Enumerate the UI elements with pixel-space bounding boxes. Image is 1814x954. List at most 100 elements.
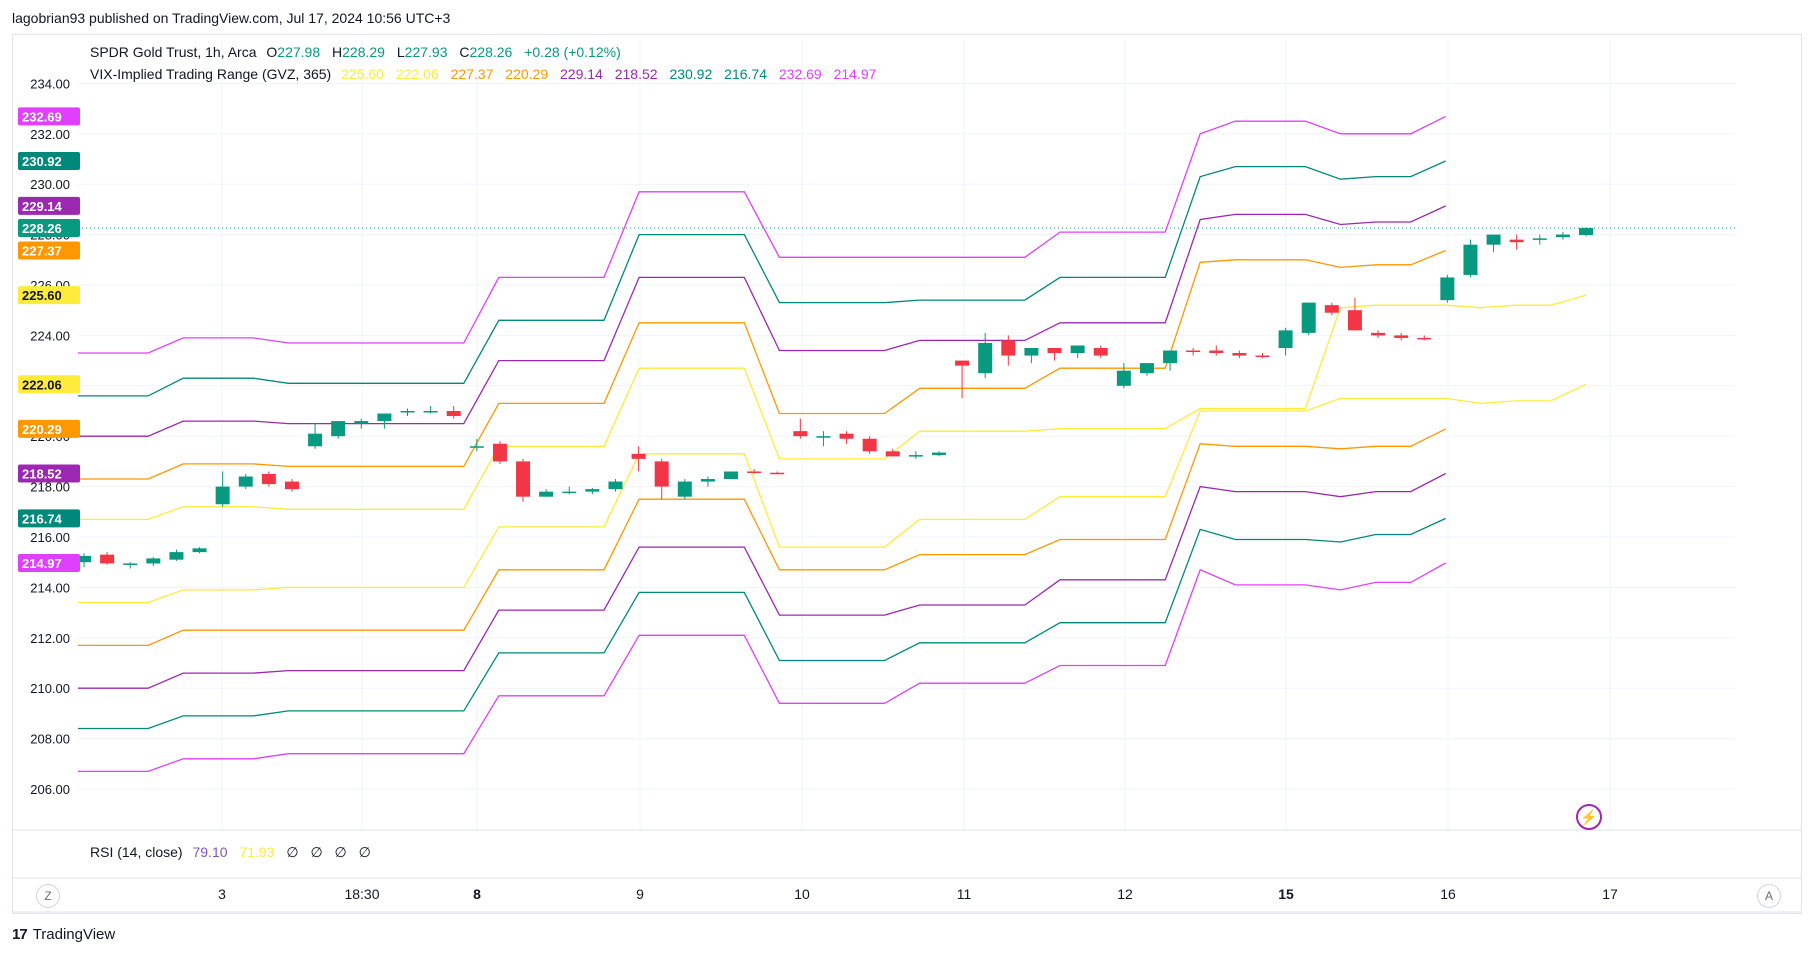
ind-value: 222.06	[395, 66, 439, 82]
range-band-line	[78, 383, 1587, 604]
footer: 17 TradingView	[12, 926, 115, 943]
rsi-null: ∅	[334, 844, 347, 860]
candle-body	[1139, 363, 1154, 374]
range-band-line	[78, 517, 1446, 730]
range-band-line	[78, 249, 1446, 480]
indicator-legend: VIX-Implied Trading Range (GVZ, 365) 225…	[90, 66, 884, 82]
change-value: +0.28 (+0.12%)	[524, 44, 621, 60]
ind-value: 229.14	[560, 66, 603, 82]
price-label-box	[18, 509, 80, 528]
candle-body	[1371, 332, 1386, 336]
candle-body	[77, 555, 91, 563]
y-tick-label: 234.00	[30, 76, 70, 91]
candle-body	[1532, 238, 1547, 240]
candle-body	[608, 481, 623, 490]
candle-body	[492, 443, 507, 462]
range-band-line	[78, 472, 1446, 689]
zoom-button[interactable]: Z	[36, 884, 60, 908]
ind-value: 227.37	[450, 66, 494, 82]
price-label-box	[18, 286, 80, 305]
candle-body	[446, 411, 461, 417]
rsi-value: 79.10	[192, 844, 228, 860]
candle-body	[238, 476, 253, 487]
candle-body	[955, 360, 970, 366]
candle-body	[516, 461, 531, 497]
price-label-text: 214.97	[22, 556, 62, 571]
ind-value: 230.92	[669, 66, 713, 82]
y-tick-label: 210.00	[30, 681, 70, 696]
tradingview-logo-icon: 17	[12, 926, 28, 943]
rsi-ma-value: 71.93	[239, 844, 275, 860]
ind-value: 218.52	[614, 66, 658, 82]
range-band-line	[78, 428, 1446, 647]
candle-body	[908, 455, 923, 457]
candle-body	[862, 438, 877, 452]
candle-body	[1232, 353, 1247, 356]
lightning-icon[interactable]: ⚡	[1576, 804, 1602, 830]
price-label-text: 218.52	[22, 466, 62, 481]
ind-value: 214.97	[833, 66, 877, 82]
candle-body	[261, 474, 276, 485]
candle-body	[839, 433, 854, 439]
candle-body	[146, 558, 161, 564]
range-band-line	[78, 160, 1446, 397]
candle-body	[1001, 340, 1016, 356]
low-value: 227.93	[404, 44, 448, 60]
candle-body	[1024, 348, 1039, 356]
price-label-box	[18, 241, 80, 260]
price-labels: 232.69 230.92 229.14 228.26 227.37 225.60 222.…	[18, 107, 80, 572]
grid-lines	[12, 40, 1802, 913]
candle-body	[123, 563, 138, 565]
range-bands	[78, 115, 1587, 773]
price-label-box	[18, 196, 80, 215]
candle-body	[100, 554, 115, 564]
candle-body	[1394, 335, 1409, 338]
ind-value: 225.60	[341, 66, 384, 82]
auto-scale-button[interactable]: A	[1757, 884, 1781, 908]
candle-body	[539, 491, 554, 497]
ind-value: 216.74	[724, 66, 767, 82]
candle-body	[978, 342, 993, 374]
brand-name: TradingView	[32, 926, 116, 943]
y-tick-label: 208.00	[30, 732, 70, 747]
y-tick-label: 206.00	[30, 782, 70, 797]
candle-body	[1486, 234, 1501, 245]
open-value: 227.98	[277, 44, 321, 60]
price-label-text: 222.06	[22, 377, 62, 392]
candle-body	[1555, 234, 1570, 238]
open-label: O	[266, 44, 278, 60]
rsi-null: ∅	[286, 844, 299, 860]
candle-body	[793, 431, 808, 437]
candle-body	[724, 471, 739, 480]
price-label-box	[18, 152, 80, 171]
candle-body	[1301, 302, 1316, 333]
x-tick-label: 10	[794, 886, 810, 902]
candle-body	[469, 446, 484, 448]
candle-body	[1070, 345, 1085, 354]
chart-frame	[12, 34, 1802, 914]
ind-value: 232.69	[778, 66, 822, 82]
candle-body	[1163, 350, 1178, 364]
high-label: H	[332, 44, 343, 60]
price-label-text: 227.37	[22, 243, 62, 258]
candle-body	[1255, 355, 1270, 358]
candle-body	[562, 491, 577, 494]
candle-body	[1579, 228, 1593, 236]
candle-body	[377, 413, 392, 422]
candle-body	[931, 452, 946, 456]
price-label-text: 232.69	[22, 109, 62, 124]
candle-body	[677, 481, 692, 497]
rsi-label: RSI (14, close)	[90, 844, 183, 860]
candle-body	[1186, 350, 1201, 353]
price-label-box	[18, 553, 80, 572]
candle-body	[1417, 337, 1432, 340]
price-label-box	[18, 419, 80, 438]
candle-body	[1093, 348, 1108, 356]
x-tick-label: 9	[636, 886, 644, 902]
price-label-box	[18, 219, 80, 238]
price-label-text: 220.29	[22, 422, 62, 437]
ind-value: 220.29	[505, 66, 549, 82]
indicator-name: VIX-Implied Trading Range (GVZ, 365)	[90, 66, 332, 82]
price-label-box	[18, 107, 80, 126]
